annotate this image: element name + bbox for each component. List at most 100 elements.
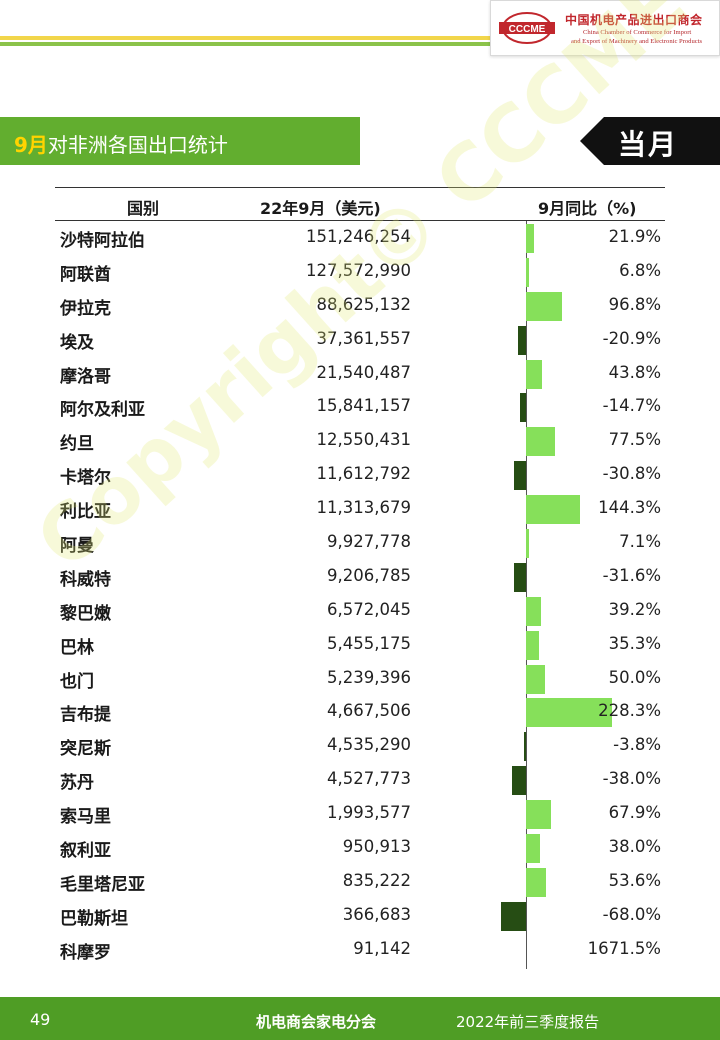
export-value: 12,550,431 bbox=[316, 430, 411, 450]
country-name: 巴勒斯坦 bbox=[60, 908, 128, 929]
country-name: 叙利亚 bbox=[60, 841, 111, 862]
table-row: 约旦 12,550,431 77.5% bbox=[55, 424, 665, 458]
country-name: 阿曼 bbox=[60, 536, 94, 557]
table-header-row: 国别 22年9月（美元) 9月同比（%) bbox=[55, 187, 665, 221]
country-name: 埃及 bbox=[60, 332, 94, 353]
country-name: 苏丹 bbox=[60, 773, 94, 794]
yoy-value: -68.0% bbox=[602, 904, 661, 924]
yoy-bar bbox=[500, 901, 526, 931]
export-value: 91,142 bbox=[353, 938, 411, 958]
country-name: 伊拉克 bbox=[60, 298, 111, 319]
table-row: 科威特 9,206,785 -31.6% bbox=[55, 560, 665, 594]
section-title-bar: 9月对非洲各国出口统计 bbox=[0, 117, 360, 165]
section-title: 9月对非洲各国出口统计 bbox=[14, 129, 228, 158]
yoy-bar bbox=[526, 664, 545, 694]
yoy-value: 96.8% bbox=[608, 294, 661, 314]
table-row: 巴林 5,455,175 35.3% bbox=[55, 628, 665, 662]
country-name: 利比亚 bbox=[60, 502, 111, 523]
yoy-value: 50.0% bbox=[608, 667, 661, 687]
yoy-bar bbox=[526, 596, 541, 626]
title-month-highlight: 9月 bbox=[14, 133, 48, 157]
export-value: 11,612,792 bbox=[316, 464, 411, 484]
export-value: 1,993,577 bbox=[327, 803, 411, 823]
table-row: 索马里 1,993,577 67.9% bbox=[55, 797, 665, 831]
org-name-en-line2: and Export of Machinery and Electronic P… bbox=[571, 38, 703, 45]
yoy-value: 228.3% bbox=[598, 701, 661, 721]
yoy-bar bbox=[526, 867, 547, 897]
table-row: 摩洛哥 21,540,487 43.8% bbox=[55, 357, 665, 391]
cccme-logo-icon: CCCME bbox=[499, 12, 555, 44]
yoy-bar bbox=[518, 325, 526, 355]
country-name: 也门 bbox=[60, 671, 94, 692]
table-row: 阿曼 9,927,778 7.1% bbox=[55, 526, 665, 560]
yoy-bar-axis bbox=[526, 221, 527, 969]
export-table: 国别 22年9月（美元) 9月同比（%) 沙特阿拉伯 151,246,254 21.… bbox=[55, 187, 665, 969]
country-name: 科摩罗 bbox=[60, 942, 111, 963]
country-name: 沙特阿拉伯 bbox=[60, 231, 145, 251]
yoy-value: 38.0% bbox=[608, 837, 661, 857]
table-row: 毛里塔尼亚 835,222 53.6% bbox=[55, 865, 665, 899]
export-value: 11,313,679 bbox=[316, 498, 411, 518]
page-number: 49 bbox=[30, 1010, 51, 1029]
yoy-bar bbox=[526, 427, 556, 457]
yoy-bar bbox=[526, 495, 581, 525]
header-value: 22年9月（美元) bbox=[260, 199, 381, 218]
country-name: 毛里塔尼亚 bbox=[60, 874, 145, 895]
period-tag-shape bbox=[580, 117, 720, 165]
export-value: 21,540,487 bbox=[316, 362, 411, 382]
table-row: 卡塔尔 11,612,792 -30.8% bbox=[55, 458, 665, 492]
table-row: 伊拉克 88,625,132 96.8% bbox=[55, 289, 665, 323]
yoy-value: 6.8% bbox=[619, 260, 661, 280]
export-value: 950,913 bbox=[342, 837, 411, 857]
header-country: 国别 bbox=[127, 199, 160, 218]
yoy-bar bbox=[526, 800, 552, 830]
country-name: 突尼斯 bbox=[60, 739, 111, 760]
export-value: 88,625,132 bbox=[316, 294, 411, 314]
country-name: 摩洛哥 bbox=[60, 366, 111, 387]
export-value: 6,572,045 bbox=[327, 599, 411, 619]
yoy-bar bbox=[526, 698, 612, 728]
yoy-value: 144.3% bbox=[598, 498, 661, 518]
export-value: 127,572,990 bbox=[306, 260, 411, 280]
logo-mark-text: CCCME bbox=[509, 24, 546, 35]
yoy-value: 77.5% bbox=[608, 430, 661, 450]
yoy-value: -3.8% bbox=[613, 735, 661, 755]
table-row: 埃及 37,361,557 -20.9% bbox=[55, 323, 665, 357]
period-tag: 当月 bbox=[580, 117, 720, 165]
export-value: 9,927,778 bbox=[327, 532, 411, 552]
export-value: 151,246,254 bbox=[306, 227, 411, 246]
export-value: 5,455,175 bbox=[327, 633, 411, 653]
export-value: 37,361,557 bbox=[316, 328, 411, 348]
export-value: 9,206,785 bbox=[327, 565, 411, 585]
country-name: 吉布提 bbox=[60, 705, 111, 726]
header-yoy: 9月同比（%) bbox=[538, 199, 637, 218]
yoy-value: -14.7% bbox=[602, 396, 661, 416]
header-stripe-green bbox=[0, 42, 500, 46]
country-name: 阿尔及利亚 bbox=[60, 400, 145, 421]
export-value: 5,239,396 bbox=[327, 667, 411, 687]
country-name: 科威特 bbox=[60, 569, 111, 590]
yoy-value: 21.9% bbox=[608, 227, 661, 246]
yoy-value: -20.9% bbox=[602, 328, 661, 348]
yoy-value: -30.8% bbox=[602, 464, 661, 484]
yoy-bar bbox=[520, 393, 526, 423]
table-row: 利比亚 11,313,679 144.3% bbox=[55, 492, 665, 526]
yoy-value: -31.6% bbox=[602, 565, 661, 585]
yoy-bar bbox=[514, 562, 526, 592]
title-main-text: 对非洲各国出口统计 bbox=[47, 133, 228, 157]
yoy-bar bbox=[526, 224, 535, 253]
table-row: 叙利亚 950,913 38.0% bbox=[55, 831, 665, 865]
table-row: 阿联酋 127,572,990 6.8% bbox=[55, 255, 665, 289]
country-name: 索马里 bbox=[60, 807, 111, 828]
yoy-value: 1671.5% bbox=[587, 938, 661, 958]
export-value: 15,841,157 bbox=[316, 396, 411, 416]
table-row: 阿尔及利亚 15,841,157 -14.7% bbox=[55, 390, 665, 424]
org-name-en-line1: China Chamber of Commerce for Import bbox=[583, 29, 692, 36]
footer-report-title: 2022年前三季度报告 bbox=[456, 1013, 600, 1031]
country-name: 阿联酋 bbox=[60, 264, 111, 285]
yoy-value: 67.9% bbox=[608, 803, 661, 823]
table-row: 突尼斯 4,535,290 -3.8% bbox=[55, 729, 665, 763]
yoy-bar bbox=[511, 766, 526, 796]
yoy-bar bbox=[526, 291, 563, 321]
country-name: 巴林 bbox=[60, 637, 94, 658]
